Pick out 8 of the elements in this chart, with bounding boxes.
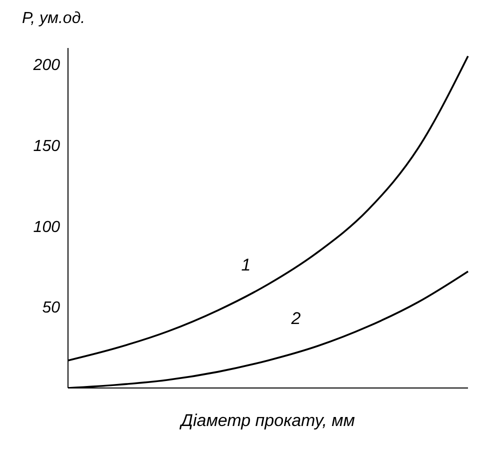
series-label: 2 [290, 308, 302, 328]
x-axis-title: Діаметр прокату, мм [179, 411, 356, 430]
y-tick-label: 150 [33, 138, 60, 155]
series-label: 1 [241, 255, 251, 274]
y-tick-label: 200 [32, 56, 60, 74]
y-tick-label: 100 [33, 218, 60, 236]
y-axis-title: P, ум.од. [22, 10, 86, 28]
y-tick-label: 50 [42, 300, 60, 317]
